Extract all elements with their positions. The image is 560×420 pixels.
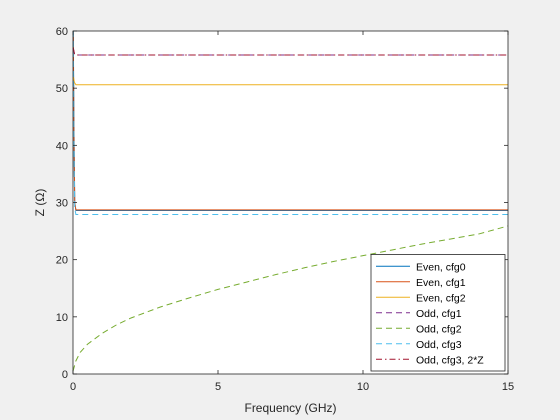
x-axis-label: Frequency (GHz) — [244, 401, 336, 415]
legend-entry-label: Odd, cfg3, 2*Z — [416, 354, 484, 366]
y-tick-label: 40 — [56, 140, 68, 152]
x-tick-label: 5 — [215, 381, 221, 393]
y-tick-label: 10 — [56, 312, 68, 324]
x-tick-label: 15 — [502, 381, 514, 393]
legend-entry-label: Odd, cfg1 — [416, 308, 462, 320]
legend: Even, cfg0 Even, cfg1 Even, cfg2 Odd, cfg1 O… — [371, 255, 505, 372]
x-tick-label: 10 — [357, 381, 369, 393]
x-tick-label: 0 — [70, 381, 76, 393]
y-tick-label: 30 — [56, 198, 68, 210]
y-axis-label: Z (Ω) — [33, 189, 47, 217]
legend-entry-label: Even, cfg1 — [416, 277, 466, 289]
y-tick-label: 20 — [56, 255, 68, 267]
y-tick-label: 60 — [56, 26, 68, 38]
legend-entry-label: Odd, cfg3 — [416, 339, 462, 351]
legend-entry-label: Odd, cfg2 — [416, 323, 462, 335]
y-tick-label: 0 — [62, 369, 68, 381]
legend-entry-label: Even, cfg2 — [416, 292, 466, 304]
y-tick-label: 50 — [56, 83, 68, 95]
legend-entry-label: Even, cfg0 — [416, 261, 466, 273]
